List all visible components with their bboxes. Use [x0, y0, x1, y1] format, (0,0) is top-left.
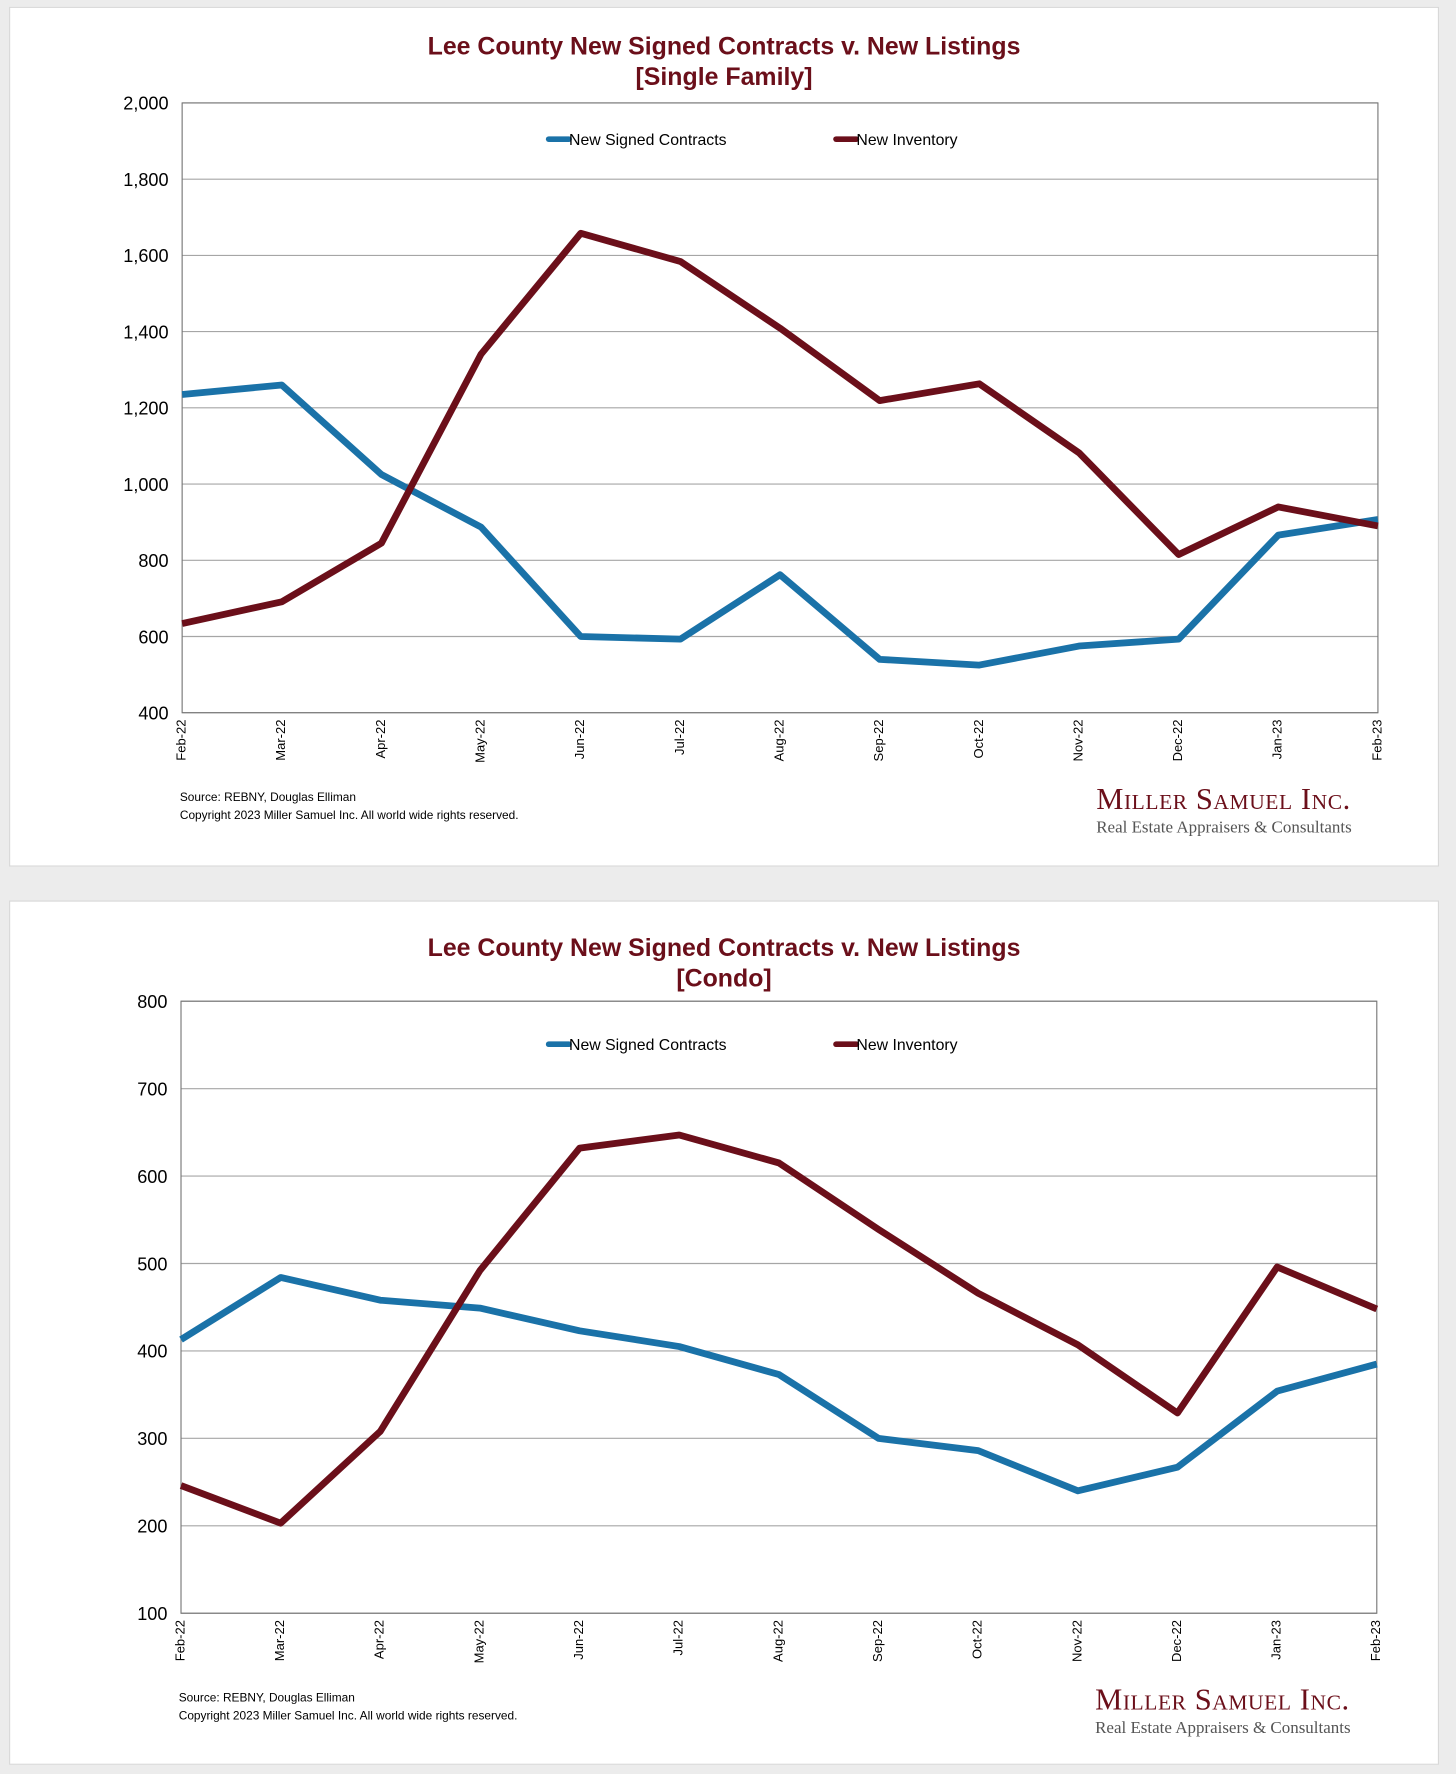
chart-title-text: Lee County New Signed Contracts v. New L… — [427, 31, 1021, 60]
legend-label: New Inventory — [856, 1037, 957, 1054]
condo-line-chart: 100 200 300 400 500 600 700 800 Feb-22 Mar-22 Apr-… — [137, 992, 1383, 1663]
x-tick-label: Feb-23 — [1369, 720, 1384, 761]
y-tick-label: 300 — [137, 1429, 167, 1449]
x-tick-label: Feb-22 — [172, 1620, 187, 1661]
x-tick-label: Feb-23 — [1368, 1620, 1383, 1661]
x-tick-label: Oct-22 — [970, 1620, 985, 1659]
series-line-new-inventory — [181, 229, 1379, 627]
y-tick-label: 500 — [137, 1254, 167, 1274]
x-tick-label: Jul-22 — [672, 720, 687, 755]
plot-area-border — [181, 102, 1379, 714]
single-family-line-chart: 400 600 800 1,000 1,200 1,400 1,600 1,800 2,000 F… — [123, 94, 1384, 763]
copyright-text: Copyright 2023 Miller Samuel Inc. All wo… — [178, 1709, 518, 1723]
x-tick-label: Mar-22 — [273, 720, 288, 761]
y-tick-label: 800 — [137, 992, 167, 1012]
y-tick-label: 700 — [137, 1079, 167, 1099]
x-tick-label: May-22 — [471, 1620, 486, 1663]
x-tick-label: Sep-22 — [871, 720, 886, 762]
legend-label: New Signed Contracts — [569, 1037, 727, 1054]
y-tick-label: 200 — [137, 1517, 167, 1537]
y-tick-label: 1,600 — [123, 246, 168, 266]
x-tick-label: Dec-22 — [1169, 1620, 1184, 1662]
condo-chart-panel: Lee County New Signed Contracts v. New L… — [9, 900, 1440, 1765]
legend-label: New Inventory — [856, 132, 957, 149]
copyright-text: Copyright 2023 Miller Samuel Inc. All wo… — [179, 808, 519, 823]
x-tick-label: Sep-22 — [870, 1620, 885, 1662]
y-tick-label: 2,000 — [123, 94, 168, 114]
y-tick-label: 1,000 — [123, 475, 168, 495]
logo-name: Miller Samuel Inc. — [1096, 781, 1351, 816]
y-tick-label: 600 — [138, 627, 168, 647]
source-text: Source: REBNY, Douglas Elliman — [178, 1691, 355, 1705]
chart-title-text: Lee County New Signed Contracts v. New L… — [427, 933, 1021, 962]
y-tick-label: 1,800 — [123, 170, 168, 190]
plot-area-border — [180, 1000, 1378, 1614]
chart-title: Lee County New Signed Contracts v. New L… — [10, 932, 1438, 993]
x-tick-label: Nov-22 — [1069, 1620, 1084, 1662]
x-tick-label: Feb-22 — [174, 720, 189, 761]
x-tick-label: Mar-22 — [272, 1620, 287, 1661]
series-line-new-inventory — [179, 1131, 1379, 1527]
x-tick-label: Apr-22 — [372, 1620, 387, 1659]
miller-samuel-logo: Miller Samuel Inc. Real Estate Appraiser… — [1096, 782, 1351, 839]
y-tick-label: 600 — [137, 1167, 167, 1187]
y-tick-label: 400 — [138, 704, 168, 724]
x-tick-label: Jun-22 — [571, 1620, 586, 1660]
x-tick-label: Apr-22 — [373, 720, 388, 759]
y-tick-label: 100 — [137, 1604, 167, 1624]
chart-subtitle: [Single Family] — [635, 62, 813, 91]
x-tick-label: Dec-22 — [1170, 720, 1185, 762]
x-tick-label: Nov-22 — [1070, 720, 1085, 762]
chart-subtitle: [Condo] — [676, 963, 772, 993]
source-note: Source: REBNY, Douglas Elliman Copyright… — [180, 789, 519, 825]
x-tick-label: Jan-23 — [1270, 720, 1285, 760]
logo-tagline: Real Estate Appraisers & Consultants — [1095, 1719, 1351, 1738]
logo-name: Miller Samuel Inc. — [1095, 1682, 1350, 1717]
x-tick-label: Oct-22 — [971, 720, 986, 759]
logo-tagline: Real Estate Appraisers & Consultants — [1096, 819, 1352, 838]
source-text: Source: REBNY, Douglas Elliman — [179, 790, 356, 805]
single-family-chart-panel: Lee County New Signed Contracts v. New L… — [9, 6, 1440, 867]
x-tick-label: Aug-22 — [770, 1620, 785, 1662]
x-tick-label: Jan-23 — [1269, 1620, 1284, 1660]
series-line-new-signed-contracts — [181, 381, 1379, 669]
x-tick-label: Aug-22 — [771, 720, 786, 762]
miller-samuel-logo: Miller Samuel Inc. Real Estate Appraiser… — [1095, 1682, 1350, 1739]
y-tick-label: 800 — [138, 551, 168, 571]
source-note: Source: REBNY, Douglas Elliman Copyright… — [179, 1689, 518, 1725]
x-tick-label: Jul-22 — [671, 1620, 686, 1655]
y-tick-label: 400 — [137, 1342, 167, 1362]
chart-title: Lee County New Signed Contracts v. New L… — [10, 31, 1438, 92]
x-tick-label: Jun-22 — [572, 720, 587, 760]
y-tick-label: 1,200 — [123, 399, 168, 419]
y-tick-label: 1,400 — [123, 322, 168, 342]
legend-label: New Signed Contracts — [569, 132, 727, 149]
x-tick-label: May-22 — [473, 720, 488, 763]
